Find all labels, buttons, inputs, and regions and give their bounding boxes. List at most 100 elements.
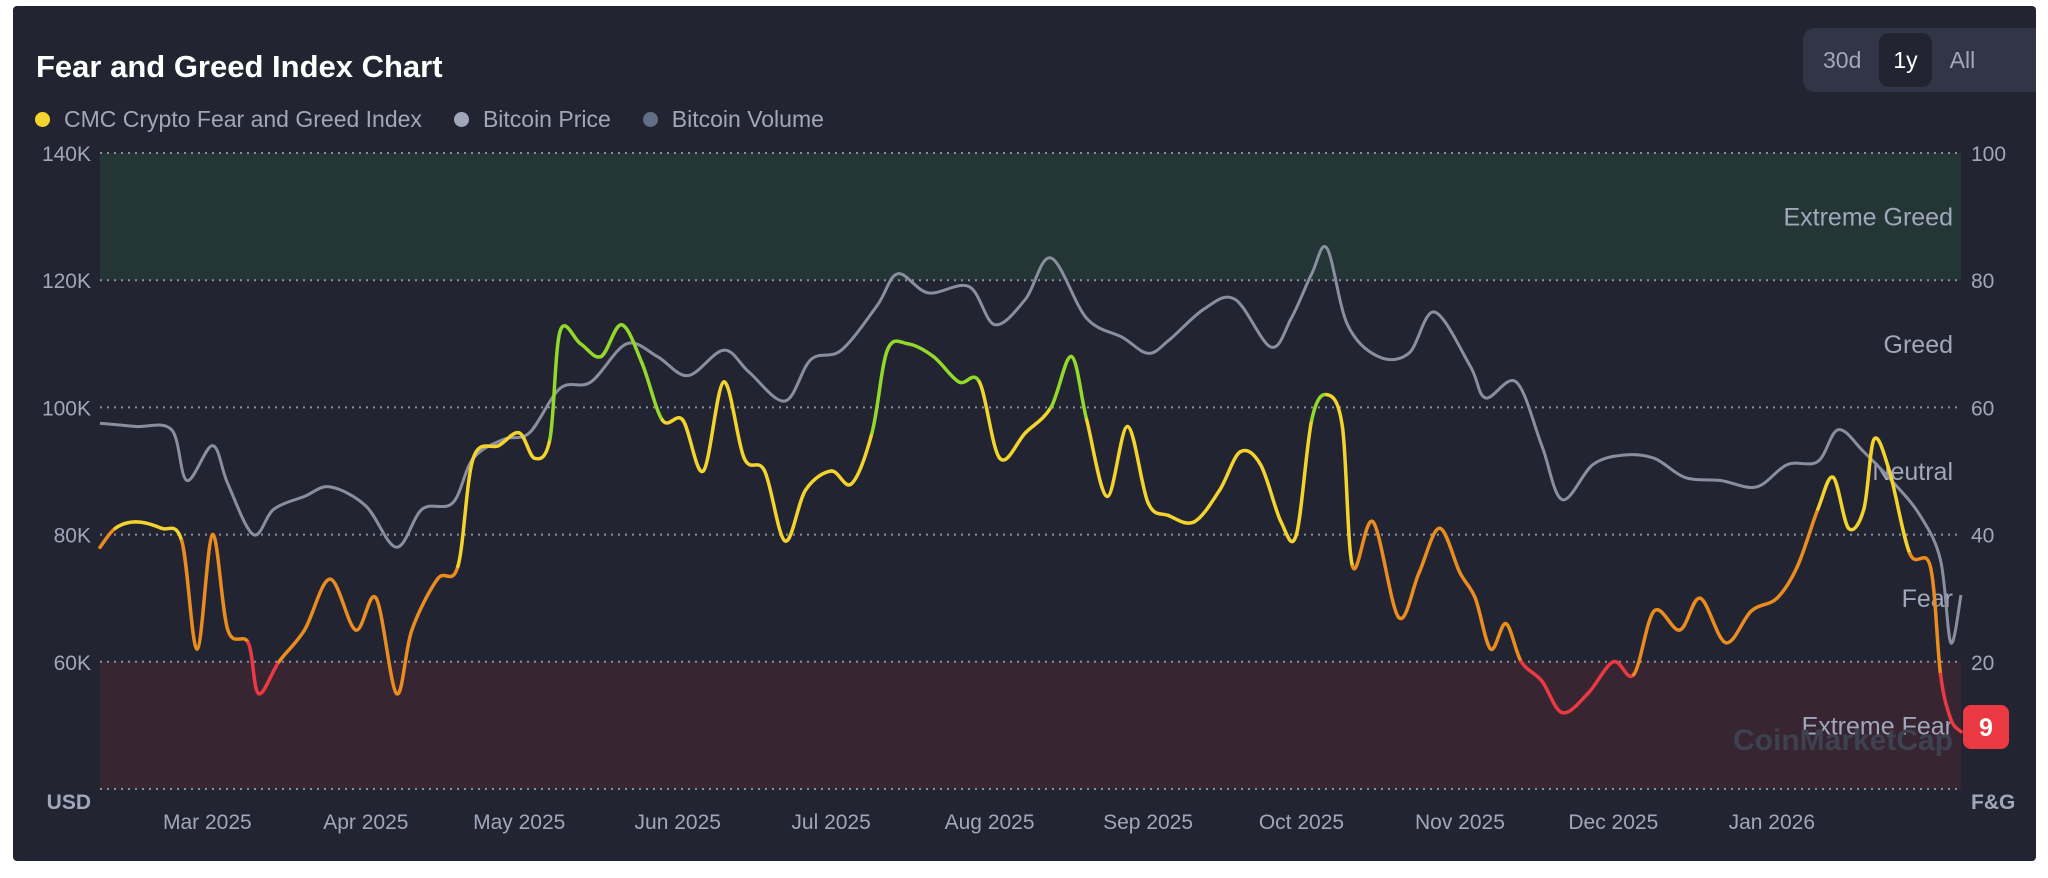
fear-greed-segment <box>277 628 307 664</box>
fear-greed-segment <box>517 431 537 461</box>
fear-greed-segment <box>1749 596 1779 613</box>
legend-label-fear-greed: CMC Crypto Fear and Greed Index <box>64 106 422 132</box>
zone-band-extreme-greed <box>100 153 1961 281</box>
right-axis-tick: 40 <box>1971 525 1994 548</box>
fear-greed-segment <box>1340 424 1355 569</box>
fear-greed-segment <box>1775 564 1800 600</box>
x-axis-tick: Jan 2026 <box>1729 811 1815 834</box>
zone-label-extreme-fear: Extreme Fear <box>1802 712 1953 740</box>
watermark-label: CoinMarketCap <box>1733 724 1953 757</box>
right-axis-tick: 20 <box>1971 652 1994 675</box>
fear-greed-segment <box>1872 436 1892 473</box>
legend-item-bitcoin-price[interactable]: Bitcoin Price <box>453 106 611 133</box>
zone-band-extreme-fear <box>100 661 1961 789</box>
fear-greed-segment <box>180 539 199 651</box>
fear-greed-segment <box>1938 672 1953 721</box>
right-axis-unit: F&G <box>1971 791 2015 814</box>
fear-greed-segment <box>532 437 552 461</box>
fear-greed-segment <box>1488 621 1508 651</box>
fear-greed-segment <box>578 342 603 359</box>
fear-greed-segment <box>134 520 164 530</box>
legend-label-bitcoin-volume: Bitcoin Volume <box>671 106 824 132</box>
fear-greed-segment <box>681 418 706 473</box>
legend-dot-bitcoin-price <box>453 112 469 127</box>
fear-greed-segment <box>1105 424 1130 499</box>
fear-greed-segment <box>1724 609 1754 645</box>
x-axis-tick: Sep 2025 <box>1103 811 1193 834</box>
fear-greed-segment <box>998 431 1028 462</box>
legend-item-fear-greed[interactable]: CMC Crypto Fear and Greed Index <box>35 106 422 133</box>
fear-greed-segment <box>1350 519 1375 571</box>
fear-greed-segment <box>98 526 118 550</box>
fear-greed-segment <box>1371 520 1401 620</box>
right-axis-tick: 60 <box>1971 397 1994 420</box>
series-line-bitcoin-price <box>99 245 1963 645</box>
fear-greed-segment <box>906 342 936 359</box>
fear-greed-segment <box>762 469 787 543</box>
left-axis-tick: 140K <box>42 143 91 166</box>
fear-greed-card: Fear and Greed Index Chart 30d 1y All CM… <box>13 6 2036 861</box>
fear-greed-segment <box>374 596 399 696</box>
fear-greed-segment <box>829 469 854 487</box>
fear-greed-segment <box>558 324 583 346</box>
fear-greed-segment <box>210 532 230 632</box>
fear-greed-segment <box>226 628 251 645</box>
fear-greed-segment <box>471 443 501 461</box>
x-axis-tick: Jul 2025 <box>791 811 870 834</box>
fear-greed-segment <box>1831 475 1851 530</box>
legend-dot-bitcoin-volume <box>642 112 658 127</box>
left-axis-tick: 120K <box>42 270 91 293</box>
zone-label-extreme-greed: Extreme Greed <box>1783 204 1953 232</box>
fear-greed-segment <box>1795 507 1820 569</box>
left-axis-tick: 80K <box>54 525 91 548</box>
left-axis-tick: 60K <box>54 652 91 675</box>
fear-greed-segment <box>159 526 184 543</box>
current-value-label: 9 <box>1979 714 1993 742</box>
fear-greed-segment <box>256 660 281 696</box>
fear-greed-segment <box>931 354 961 384</box>
fear-greed-segment <box>1611 660 1636 679</box>
fear-greed-segment <box>1437 526 1462 575</box>
fear-greed-segment <box>721 380 746 461</box>
legend-dot-fear-greed <box>35 112 50 127</box>
legend-item-bitcoin-volume[interactable]: Bitcoin Volume <box>642 106 824 133</box>
fear-greed-segment <box>1652 607 1682 632</box>
fear-greed-segment <box>1325 392 1345 429</box>
fear-greed-segment <box>1473 596 1493 651</box>
fear-greed-segment <box>246 640 261 696</box>
range-button-1y[interactable]: 1y <box>1879 33 1932 87</box>
range-button-30d[interactable]: 30d <box>1809 33 1875 87</box>
fear-greed-segment <box>1294 418 1314 537</box>
fear-greed-segment <box>640 361 665 422</box>
legend-label-bitcoin-price: Bitcoin Price <box>482 106 611 132</box>
fear-greed-segment <box>1279 520 1299 544</box>
fear-greed-segment <box>1519 660 1544 683</box>
fear-greed-segment <box>803 469 833 492</box>
fear-greed-segment <box>435 564 460 581</box>
fear-greed-segment <box>783 488 808 543</box>
fear-greed-segment <box>1023 405 1053 435</box>
fear-greed-segment <box>1846 507 1866 532</box>
chart-legend: CMC Crypto Fear and Greed Index Bitcoin … <box>35 106 824 133</box>
fear-greed-segment <box>1632 609 1656 677</box>
current-value-badge <box>1963 705 2009 749</box>
right-axis-tick: 100 <box>1971 143 2006 166</box>
fear-greed-segment <box>1125 424 1150 505</box>
fear-greed-segment <box>1192 488 1222 524</box>
fear-greed-segment <box>113 520 138 530</box>
fear-greed-segment <box>1396 571 1421 621</box>
fear-greed-segment <box>1166 513 1196 525</box>
fear-greed-segment <box>1560 691 1590 715</box>
fear-greed-segment <box>1049 354 1074 410</box>
fear-greed-segment <box>353 594 378 632</box>
range-button-all[interactable]: All <box>1936 33 1990 87</box>
fear-greed-segment <box>599 322 624 359</box>
fear-greed-segment <box>456 456 475 569</box>
fear-greed-segment <box>1238 448 1263 467</box>
left-axis-tick: 100K <box>42 397 91 420</box>
zone-label-greed: Greed <box>1884 331 1953 359</box>
fear-greed-segment <box>1217 450 1242 492</box>
fear-greed-segment <box>1504 621 1524 664</box>
x-axis-tick: Mar 2025 <box>163 811 252 834</box>
